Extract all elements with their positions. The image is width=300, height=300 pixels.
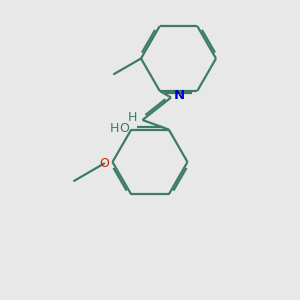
Text: H: H <box>128 111 138 124</box>
Text: H: H <box>110 122 119 134</box>
Text: O: O <box>99 157 109 170</box>
Text: O: O <box>120 122 130 134</box>
Text: N: N <box>174 89 185 102</box>
